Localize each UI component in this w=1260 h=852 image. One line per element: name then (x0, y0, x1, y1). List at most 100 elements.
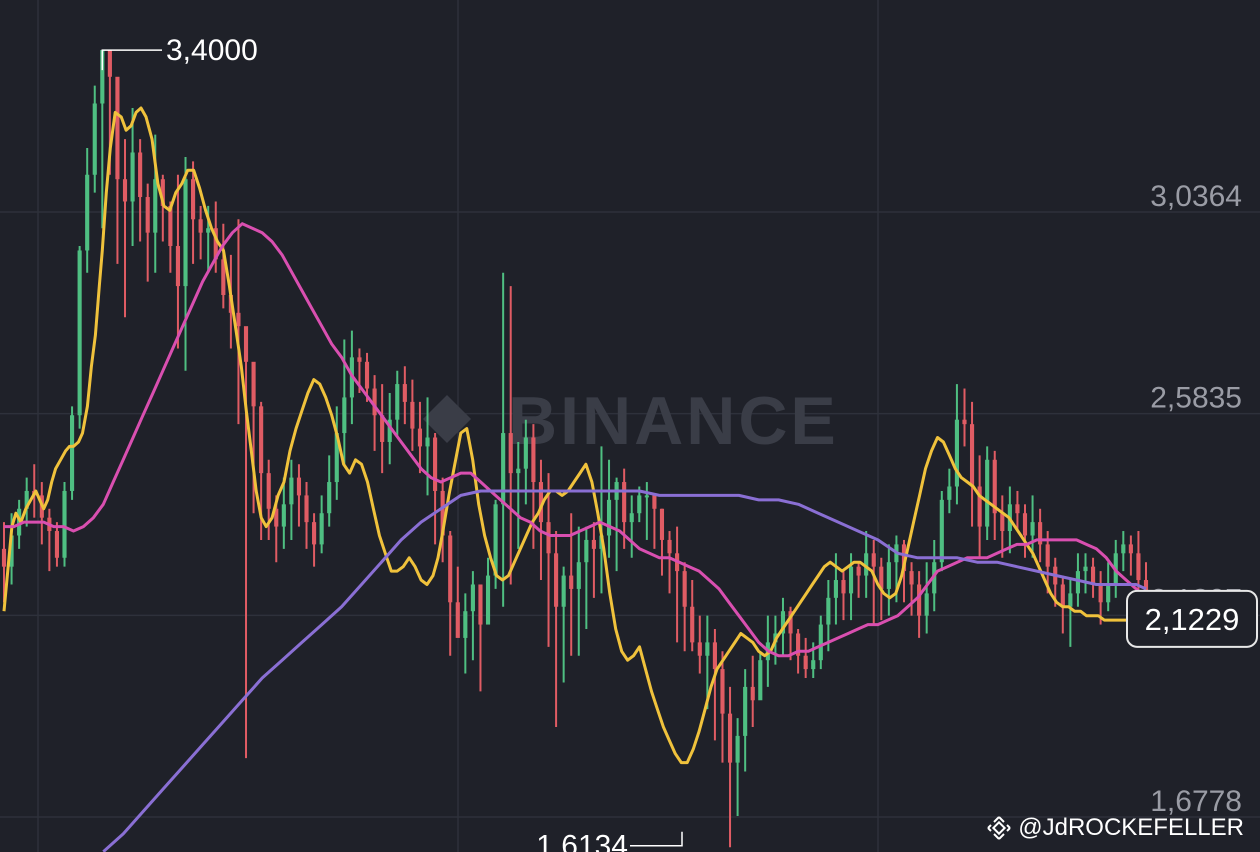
candle-body (342, 397, 347, 434)
candle-body (705, 642, 710, 656)
candle-body (364, 361, 370, 389)
candle-body (788, 611, 793, 634)
candle-body (395, 384, 400, 420)
candle-body (939, 499, 944, 563)
candle-body (1030, 522, 1035, 536)
candle-body (546, 522, 551, 554)
candle-body (433, 437, 438, 491)
candle-body (841, 580, 846, 594)
candle-body (1060, 584, 1065, 607)
candle-body (455, 602, 460, 638)
candle-body (992, 459, 997, 514)
candle-body (985, 459, 990, 527)
high-callout-line (101, 49, 162, 71)
candle-body (402, 384, 407, 402)
candle-body (508, 433, 513, 474)
candle-body (697, 642, 702, 656)
candle-body (1, 548, 7, 567)
candle-body (644, 495, 649, 498)
candle-body (334, 433, 339, 483)
candle-body (1136, 553, 1141, 581)
candle-body (251, 361, 256, 407)
candle-body (1106, 584, 1111, 603)
low-callout-line (630, 831, 683, 847)
candle-body (501, 433, 506, 505)
candle-body (266, 473, 271, 509)
watermark-icon (422, 394, 472, 444)
candle-body (969, 424, 975, 487)
candle-body (478, 584, 483, 625)
candle-body (100, 50, 105, 104)
candle-body (85, 174, 90, 251)
candle-body (153, 179, 158, 233)
candle-body (652, 495, 657, 509)
candle-body (1038, 522, 1043, 545)
candle-body (274, 508, 279, 527)
watermark-text: BINANCE (508, 383, 839, 459)
candle-body (750, 686, 755, 701)
candle-body (622, 482, 627, 523)
candle-body (879, 566, 884, 589)
moving-average-layer (2, 106, 1148, 852)
low-price-label: 1,6134 (536, 830, 628, 852)
candle-body (1045, 544, 1050, 567)
candle-body (947, 486, 952, 500)
candle-body (289, 477, 294, 505)
candle-body (138, 152, 143, 198)
candle-body (917, 584, 922, 616)
author-handle: @JdROCKEFELLER (1018, 814, 1244, 841)
y-tick-label: 3,0364 (1150, 180, 1242, 213)
candle-body (175, 246, 181, 287)
candle-body (1090, 566, 1096, 585)
candle-body (629, 513, 634, 523)
candle-body (856, 566, 861, 576)
candle-body (818, 624, 823, 661)
candle-body (470, 584, 475, 612)
candle-body (871, 553, 876, 567)
candle-body (1098, 584, 1103, 603)
candle-body (637, 495, 642, 514)
candle-body (1083, 566, 1088, 572)
ma-long-line (102, 489, 1147, 852)
candle-body (485, 575, 491, 625)
y-tick-label: 1,6778 (1150, 785, 1242, 818)
candle-body (1128, 544, 1133, 554)
candle-body (122, 179, 128, 202)
candle-body (554, 553, 559, 607)
watermark: BINANCE (422, 383, 839, 459)
candle-body (24, 490, 29, 509)
candle-body (463, 611, 468, 638)
candle-body (191, 179, 196, 220)
candle-body (811, 660, 816, 670)
candle-layer (1, 50, 1149, 848)
candle-body (77, 250, 82, 416)
watermark-logo: BINANCE (422, 383, 839, 459)
candle-body (954, 419, 959, 487)
candle-body (591, 539, 596, 549)
candle-body (606, 499, 612, 536)
candle-body (410, 401, 415, 429)
candle-body (780, 611, 786, 634)
candle-body (735, 735, 740, 763)
candle-body (538, 482, 544, 523)
candle-body (886, 562, 891, 589)
candle-body (213, 228, 218, 260)
candle-body (387, 419, 392, 442)
candle-body (304, 495, 309, 523)
candle-body (1022, 513, 1028, 536)
candle-body (1121, 544, 1126, 554)
high-price-label: 3,4000 (166, 34, 258, 67)
candle-body (682, 571, 687, 607)
candle-body (327, 482, 332, 514)
candle-body (758, 660, 763, 701)
candle-body (145, 197, 150, 233)
candle-body (1015, 504, 1020, 514)
candle-body (712, 642, 717, 670)
candle-body (259, 406, 264, 474)
candle-body (62, 490, 67, 558)
candle-body (281, 504, 286, 527)
candle-body (130, 152, 135, 202)
